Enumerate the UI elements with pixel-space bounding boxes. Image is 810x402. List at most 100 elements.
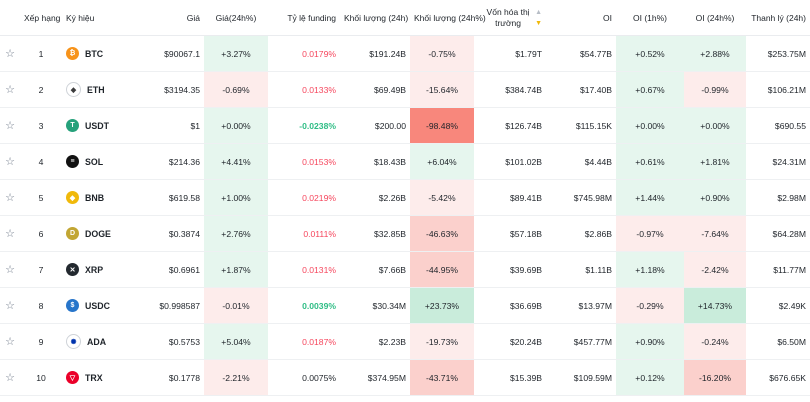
rank-cell: 1 — [20, 35, 62, 72]
oi-24h-cell: +2.88% — [684, 35, 746, 72]
favorite-star-icon[interactable]: ☆ — [0, 71, 20, 108]
volume-cell: $374.95M — [340, 359, 410, 396]
funding-rate-cell: 0.0131% — [268, 251, 340, 288]
symbol-cell[interactable]: ▽ TRX — [62, 359, 138, 396]
liquidation-cell: $2.98M — [746, 179, 810, 216]
symbol-cell[interactable]: ✕ XRP — [62, 251, 138, 288]
oi-24h-cell: -7.64% — [684, 215, 746, 252]
rank-cell: 9 — [20, 323, 62, 360]
favorite-star-icon[interactable]: ☆ — [0, 287, 20, 324]
tether-icon: T — [66, 119, 79, 132]
symbol-cell[interactable]: ✺ ADA — [62, 323, 138, 360]
volume-cell: $7.66B — [340, 251, 410, 288]
symbol-cell[interactable]: ₿ BTC — [62, 35, 138, 72]
header-symbol[interactable]: Ký hiệu — [62, 0, 138, 36]
header-rank[interactable]: Xếp hạng — [20, 0, 62, 36]
oi-1h-cell: +0.12% — [616, 359, 684, 396]
oi-1h-cell: +0.52% — [616, 35, 684, 72]
header-liquidation[interactable]: Thanh lý (24h) — [746, 0, 810, 36]
header-volume[interactable]: Khối lượng (24h) — [340, 0, 410, 36]
favorite-star-icon[interactable]: ☆ — [0, 215, 20, 252]
oi-1h-cell: +1.44% — [616, 179, 684, 216]
symbol-cell[interactable]: ◆ BNB — [62, 179, 138, 216]
funding-rate-cell: 0.0187% — [268, 323, 340, 360]
price-cell: $1 — [138, 107, 204, 144]
favorite-star-icon[interactable]: ☆ — [0, 323, 20, 360]
favorite-star-icon[interactable]: ☆ — [0, 179, 20, 216]
table-row[interactable]: ☆ 3 T USDT $1 +0.00% -0.0238% $200.00 -9… — [0, 107, 810, 144]
oi-cell: $457.77M — [546, 323, 616, 360]
price-change-cell: +5.04% — [204, 323, 268, 360]
header-price-change[interactable]: Giá(24h%) — [204, 0, 268, 36]
volume-cell: $2.26B — [340, 179, 410, 216]
oi-24h-cell: +1.81% — [684, 143, 746, 180]
table-row[interactable]: ☆ 10 ▽ TRX $0.1778 -2.21% 0.0075% $374.9… — [0, 359, 810, 396]
volume-change-cell: -44.95% — [410, 251, 474, 288]
header-volume-change[interactable]: Khối lượng (24h%) — [410, 0, 486, 36]
liquidation-cell: $6.50M — [746, 323, 810, 360]
symbol-cell[interactable]: ≡ SOL — [62, 143, 138, 180]
favorite-star-icon[interactable]: ☆ — [0, 107, 20, 144]
volume-cell: $30.34M — [340, 287, 410, 324]
oi-cell: $54.77B — [546, 35, 616, 72]
market-cap-cell: $126.74B — [474, 107, 546, 144]
price-cell: $3194.35 — [138, 71, 204, 108]
oi-24h-cell: -2.42% — [684, 251, 746, 288]
table-row[interactable]: ☆ 4 ≡ SOL $214.36 +4.41% 0.0153% $18.43B… — [0, 143, 810, 180]
symbol-label: BNB — [85, 192, 105, 203]
favorite-star-icon[interactable]: ☆ — [0, 359, 20, 396]
oi-cell: $745.98M — [546, 179, 616, 216]
volume-change-cell: -15.64% — [410, 71, 474, 108]
oi-cell: $1.11B — [546, 251, 616, 288]
price-change-cell: +0.00% — [204, 107, 268, 144]
symbol-label: USDT — [85, 120, 109, 131]
header-market-cap[interactable]: Vốn hóa thị trường ▲ ▼ — [474, 0, 546, 36]
favorite-star-icon[interactable]: ☆ — [0, 143, 20, 180]
funding-rate-cell: 0.0219% — [268, 179, 340, 216]
symbol-cell[interactable]: D DOGE — [62, 215, 138, 252]
volume-change-cell: -43.71% — [410, 359, 474, 396]
table-row[interactable]: ☆ 8 $ USDC $0.998587 -0.01% 0.0039% $30.… — [0, 287, 810, 324]
table-row[interactable]: ☆ 7 ✕ XRP $0.6961 +1.87% 0.0131% $7.66B … — [0, 251, 810, 288]
header-oi-24h[interactable]: OI (24h%) — [684, 0, 746, 36]
symbol-cell[interactable]: $ USDC — [62, 287, 138, 324]
table-header-row: Xếp hạng Ký hiệu Giá Giá(24h%) Tỷ lệ fun… — [0, 0, 810, 36]
rank-cell: 3 — [20, 107, 62, 144]
header-oi[interactable]: OI — [546, 0, 616, 36]
header-funding[interactable]: Tỷ lệ funding — [268, 0, 340, 36]
oi-1h-cell: +0.00% — [616, 107, 684, 144]
table-row[interactable]: ☆ 9 ✺ ADA $0.5753 +5.04% 0.0187% $2.23B … — [0, 323, 810, 360]
volume-change-cell: +6.04% — [410, 143, 474, 180]
symbol-label: TRX — [85, 372, 103, 383]
price-change-cell: -0.69% — [204, 71, 268, 108]
liquidation-cell: $11.77M — [746, 251, 810, 288]
price-cell: $0.998587 — [138, 287, 204, 324]
volume-change-cell: -5.42% — [410, 179, 474, 216]
market-cap-cell: $36.69B — [474, 287, 546, 324]
table-row[interactable]: ☆ 1 ₿ BTC $90067.1 +3.27% 0.0179% $191.2… — [0, 35, 810, 72]
volume-change-cell: -98.48% — [410, 107, 474, 144]
table-row[interactable]: ☆ 5 ◆ BNB $619.58 +1.00% 0.0219% $2.26B … — [0, 179, 810, 216]
header-price[interactable]: Giá — [138, 0, 204, 36]
table-row[interactable]: ☆ 2 ◆ ETH $3194.35 -0.69% 0.0133% $69.49… — [0, 71, 810, 108]
price-change-cell: +3.27% — [204, 35, 268, 72]
funding-rate-cell: 0.0153% — [268, 143, 340, 180]
header-oi-1h[interactable]: OI (1h%) — [616, 0, 684, 36]
favorite-star-icon[interactable]: ☆ — [0, 251, 20, 288]
favorite-star-icon[interactable]: ☆ — [0, 35, 20, 72]
price-cell: $0.3874 — [138, 215, 204, 252]
symbol-cell[interactable]: ◆ ETH — [62, 71, 138, 108]
price-change-cell: +1.87% — [204, 251, 268, 288]
oi-1h-cell: -0.97% — [616, 215, 684, 252]
cardano-icon: ✺ — [66, 334, 81, 349]
oi-24h-cell: +0.90% — [684, 179, 746, 216]
price-cell: $0.5753 — [138, 323, 204, 360]
oi-1h-cell: -0.29% — [616, 287, 684, 324]
header-star — [0, 0, 20, 36]
oi-cell: $4.44B — [546, 143, 616, 180]
xrp-icon: ✕ — [66, 263, 79, 276]
table-row[interactable]: ☆ 6 D DOGE $0.3874 +2.76% 0.0111% $32.85… — [0, 215, 810, 252]
symbol-cell[interactable]: T USDT — [62, 107, 138, 144]
sort-updown-icon[interactable]: ▲ ▼ — [535, 8, 542, 27]
